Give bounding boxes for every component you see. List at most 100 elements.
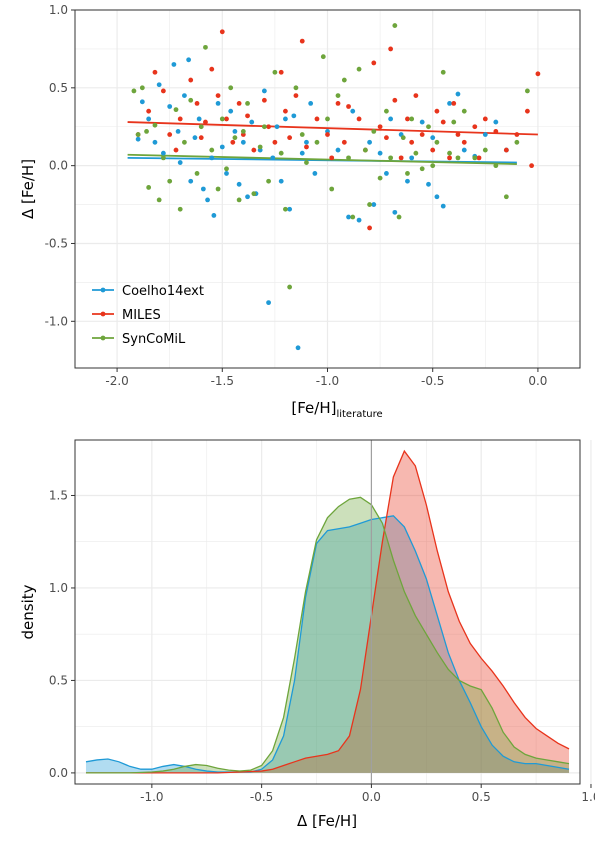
scatter-x-ticks: -2.0 -1.5 -1.0 -0.5 0.0 — [105, 368, 547, 388]
x-tick-label: 0.0 — [528, 374, 547, 388]
legend-label: MILES — [122, 308, 161, 323]
scatter-legend: Coelho14ext MILES SynCoMiL — [92, 284, 204, 347]
scatter-point — [503, 147, 509, 153]
scatter-point — [196, 116, 202, 122]
scatter-point — [434, 139, 440, 145]
scatter-point — [278, 69, 284, 75]
scatter-point — [396, 214, 402, 220]
x-tick-label: -0.5 — [421, 374, 444, 388]
scatter-point — [287, 135, 293, 141]
scatter-point — [194, 100, 200, 106]
scatter-point — [335, 147, 341, 153]
scatter-point — [209, 147, 215, 153]
scatter-point — [371, 129, 377, 134]
scatter-point — [224, 116, 229, 122]
scatter-point — [314, 139, 320, 145]
scatter-point — [514, 132, 520, 137]
scatter-point — [440, 69, 446, 75]
scatter-point — [228, 108, 234, 114]
scatter-point — [194, 171, 200, 176]
scatter-point — [291, 113, 297, 119]
scatter-point — [346, 214, 351, 220]
scatter-point — [173, 107, 179, 113]
scatter-point — [249, 119, 255, 125]
scatter-point — [177, 206, 183, 212]
scatter-point — [219, 116, 225, 122]
scatter-point — [160, 88, 166, 94]
scatter-point — [211, 213, 217, 218]
scatter-point — [367, 225, 372, 231]
scatter-point — [160, 155, 166, 161]
scatter-point — [350, 108, 356, 114]
density-area-fill — [85, 515, 570, 773]
scatter-point — [529, 163, 535, 169]
fit-line — [127, 153, 517, 165]
scatter-point — [251, 147, 257, 153]
scatter-point — [240, 139, 246, 145]
scatter-point — [261, 88, 267, 94]
scatter-point — [430, 163, 436, 169]
scatter-point — [400, 135, 406, 141]
scatter-point — [152, 122, 158, 128]
scatter-point — [293, 85, 299, 91]
scatter-point — [304, 144, 309, 150]
scatter-point — [419, 132, 425, 137]
scatter-point — [160, 150, 166, 156]
scatter-point — [472, 155, 478, 161]
scatter-point — [272, 139, 278, 145]
y-tick-label: -0.5 — [45, 236, 68, 250]
scatter-point — [461, 108, 467, 114]
x-tick-label: -1.0 — [316, 374, 339, 388]
scatter-point — [219, 144, 225, 150]
scatter-point — [405, 178, 410, 184]
y-tick-label: -1.0 — [45, 314, 68, 328]
scatter-point — [192, 135, 198, 141]
scatter-point — [461, 147, 467, 153]
scatter-point — [287, 206, 293, 212]
scatter-point — [308, 100, 314, 106]
scatter-point — [146, 116, 152, 122]
scatter-point — [312, 171, 318, 176]
scatter-point — [219, 29, 225, 35]
density-curve — [85, 515, 570, 773]
scatter-point — [198, 124, 204, 130]
scatter-point — [419, 119, 425, 125]
scatter-point — [131, 88, 137, 94]
scatter-point — [295, 345, 301, 351]
scatter-point — [224, 166, 229, 172]
scatter-point — [205, 197, 210, 203]
scatter-point — [198, 135, 204, 141]
scatter-point — [188, 97, 194, 103]
scatter-point — [384, 135, 389, 141]
x-tick-label: -0.5 — [250, 790, 273, 804]
scatter-point — [177, 160, 183, 165]
scatter-point — [325, 132, 330, 137]
scatter-x-axis-title-main: [Fe/H] — [291, 399, 336, 417]
scatter-point — [175, 129, 181, 134]
density-panel-border — [74, 439, 581, 785]
scatter-point — [270, 155, 276, 161]
scatter-point — [146, 108, 152, 114]
scatter-point — [329, 155, 335, 161]
scatter-point — [455, 132, 461, 137]
scatter-point — [251, 191, 257, 197]
scatter-point — [203, 119, 208, 125]
scatter-point — [335, 93, 341, 99]
scatter-point — [304, 160, 309, 165]
scatter-panel: -2.0 -1.5 -1.0 -0.5 0.0 -1.0 -0.5 0.0 0.5 1.0 Δ … — [19, 3, 581, 420]
scatter-point — [392, 209, 398, 215]
scatter-point — [409, 155, 415, 161]
scatter-point — [503, 194, 509, 200]
scatter-point — [139, 99, 145, 105]
y-tick-label: 0.5 — [49, 673, 68, 687]
scatter-point — [430, 135, 436, 141]
scatter-point — [283, 206, 288, 212]
x-tick-label: 0.5 — [472, 790, 491, 804]
scatter-point — [447, 155, 452, 161]
scatter-point — [278, 150, 284, 156]
x-tick-label: -1.0 — [140, 790, 163, 804]
fit-line — [127, 121, 538, 136]
scatter-point — [384, 108, 389, 114]
scatter-point — [362, 147, 368, 153]
legend-key-point — [100, 287, 106, 293]
